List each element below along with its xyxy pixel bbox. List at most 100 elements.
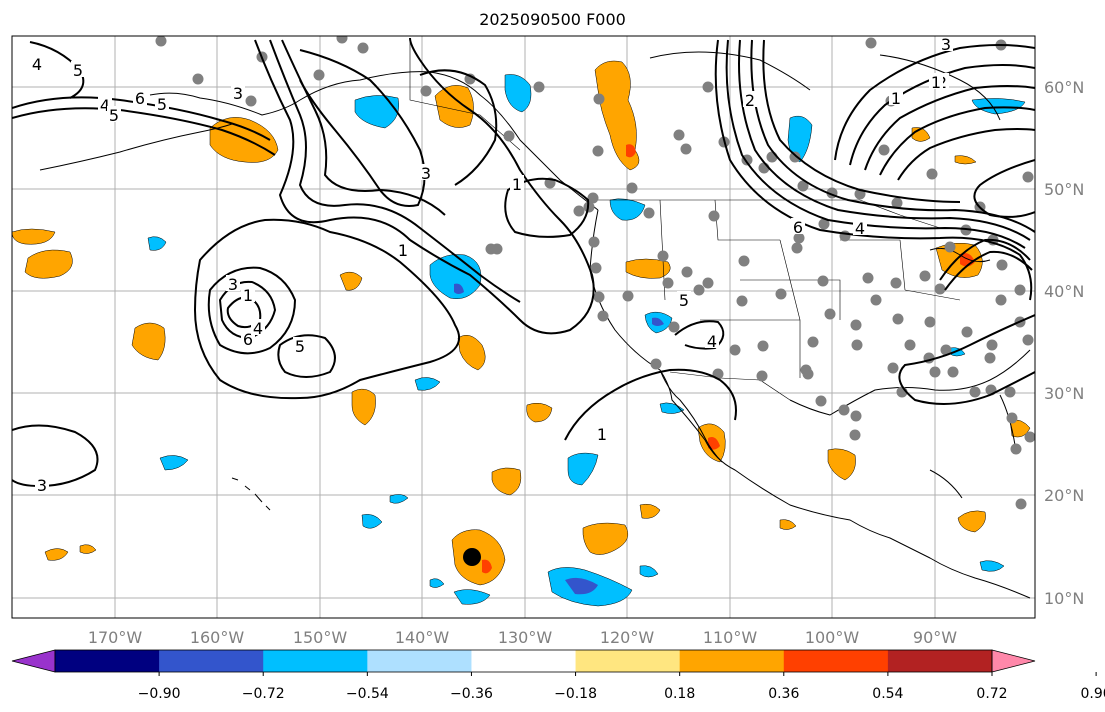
- contour-line: [193, 218, 461, 400]
- positive-anomaly-area: [779, 519, 797, 530]
- colorbar-tick-label: 0.54: [872, 686, 903, 702]
- latitude-label: 10°N: [1044, 589, 1084, 608]
- negative-anomaly-area: [979, 560, 1005, 572]
- negative-anomaly-area: [429, 578, 445, 588]
- negative-anomaly-area: [453, 589, 491, 605]
- positive-anomaly-area: [12, 228, 56, 245]
- positive-anomaly-area: [131, 322, 166, 361]
- contour-label-bg: [889, 89, 903, 105]
- station-dot: [865, 37, 877, 49]
- station-dot: [1006, 412, 1018, 424]
- north-america-west-coast: [589, 209, 1031, 599]
- alaska-canada-border: [409, 40, 521, 151]
- contour-label-bg: [510, 175, 524, 191]
- station-dot: [155, 36, 167, 47]
- contour-label-bg: [791, 218, 805, 234]
- contour-line: [939, 238, 1031, 281]
- colorbar-extend-low: [11, 649, 56, 673]
- canada-arctic-coast: [649, 51, 811, 91]
- contour-label: 3: [228, 275, 238, 294]
- station-dot: [850, 410, 862, 422]
- station-dot: [736, 295, 748, 307]
- colorbar: −0.90 −0.72 −0.54 −0.36 −0.18 0.18 0.36 0.54 0.7…: [11, 649, 1105, 702]
- contour-lines: [12, 37, 1035, 488]
- station-dot: [851, 339, 863, 351]
- station-dot: [533, 81, 545, 93]
- strong-negative-anomaly: [565, 577, 598, 595]
- station-dot: [588, 236, 600, 248]
- strong-negative-anomaly: [454, 283, 464, 294]
- station-dot: [336, 36, 348, 44]
- station-dot: [878, 144, 890, 156]
- station-dot: [849, 429, 861, 441]
- contour-label-bg: [929, 73, 943, 89]
- us-mexico-border: [669, 371, 791, 401]
- latitude-label: 40°N: [1044, 282, 1084, 301]
- contour-label-bg: [241, 286, 255, 302]
- positive-anomaly-area: [339, 271, 363, 291]
- negative-anomaly-area: [567, 452, 599, 486]
- contour-label-bg: [231, 84, 245, 100]
- contour-label: 3: [421, 164, 431, 183]
- contour-line: [564, 368, 737, 441]
- positive-anomaly-area: [582, 522, 629, 555]
- negative-anomaly-area: [159, 455, 189, 471]
- contour-line: [674, 320, 725, 350]
- colorbar-tick-label: 0.90: [1081, 686, 1105, 702]
- contour-label-bg: [595, 425, 609, 441]
- station-dot: [1024, 431, 1035, 443]
- contour-label: 1: [243, 286, 253, 305]
- contour-label-bg: [133, 89, 147, 105]
- contour-line: [419, 69, 498, 186]
- hudson-bay: [879, 54, 1001, 121]
- positive-anomaly-area: [79, 544, 97, 554]
- contour-line: [834, 44, 1035, 161]
- colorbar-outline: [54, 649, 993, 673]
- colorbar-segment: [575, 650, 681, 672]
- baja-california: [659, 369, 723, 463]
- station-dot: [485, 243, 497, 255]
- latitude-label: 60°N: [1044, 78, 1084, 97]
- contour-label: 1: [398, 241, 408, 260]
- contour-label-bg: [226, 275, 240, 291]
- contour-line: [973, 159, 1035, 218]
- colorbar-segment: [263, 650, 368, 672]
- station-dot: [775, 288, 787, 300]
- longitude-label: 130°W: [498, 628, 553, 647]
- station-dot: [643, 207, 655, 219]
- negative-anomaly-area: [609, 198, 646, 221]
- positive-anomaly-area: [954, 155, 977, 165]
- positive-anomaly-area: [24, 249, 73, 279]
- station-dot: [969, 386, 981, 398]
- station-dot: [192, 73, 204, 85]
- station-dot: [891, 197, 903, 209]
- positive-anomaly-area: [434, 85, 474, 128]
- strong-positive-anomaly: [708, 437, 720, 450]
- station-dot: [904, 339, 916, 351]
- contour-line: [762, 39, 961, 203]
- negative-anomaly-area: [361, 514, 383, 529]
- colorbar-segment: [471, 650, 577, 672]
- station-dot: [929, 366, 941, 378]
- station-dot: [673, 129, 685, 141]
- station-dot: [926, 168, 938, 180]
- station-dot: [1015, 498, 1027, 510]
- station-dot: [961, 326, 973, 338]
- station-dot: [862, 272, 874, 284]
- station-dot: [245, 95, 257, 107]
- positive-anomaly-area: [44, 548, 69, 561]
- negative-anomaly-area: [639, 565, 659, 578]
- colorbar-segment: [679, 650, 785, 672]
- contour-line: [714, 39, 1033, 301]
- station-dot: [940, 344, 952, 356]
- contour-line: [299, 49, 426, 207]
- contour-line: [879, 106, 1035, 176]
- negative-anomaly-area: [504, 74, 532, 113]
- contour-label-bg: [705, 332, 719, 348]
- station-dot: [1014, 284, 1026, 296]
- station-dot: [815, 395, 827, 407]
- map-title: 2025090500 F000: [479, 10, 626, 29]
- positive-anomaly-area: [639, 503, 661, 519]
- station-dot: [757, 340, 769, 352]
